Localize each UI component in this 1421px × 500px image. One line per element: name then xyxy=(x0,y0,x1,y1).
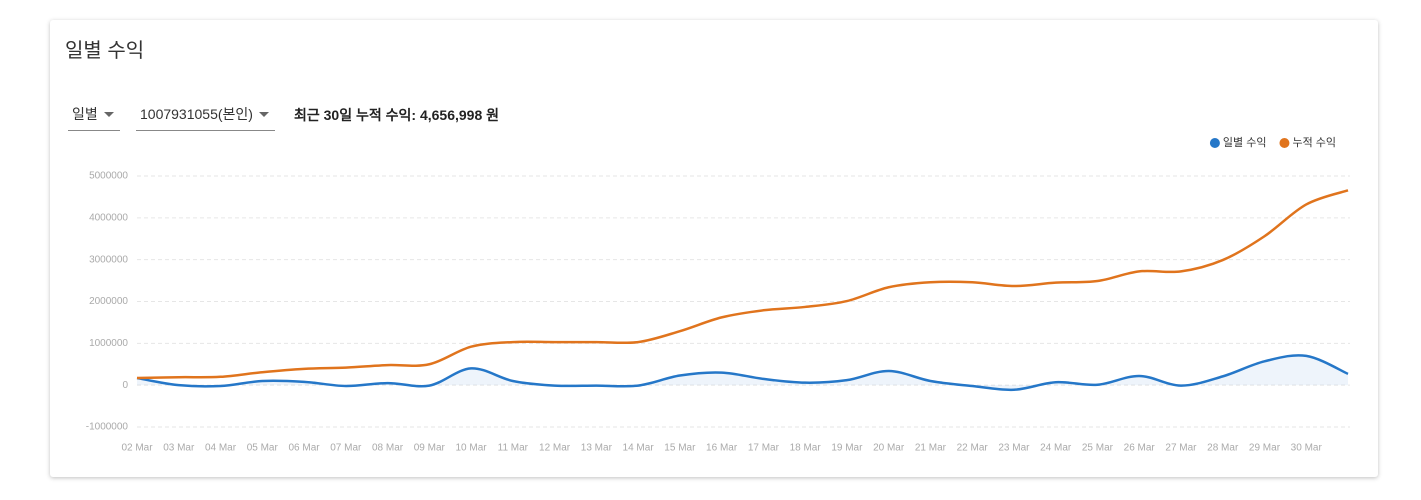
y-tick-label: 0 xyxy=(122,380,128,391)
y-tick-label: 5000000 xyxy=(89,171,128,182)
x-tick-label: 17 Mar xyxy=(748,443,780,454)
x-tick-label: 02 Mar xyxy=(121,443,153,454)
x-tick-label: 19 Mar xyxy=(831,443,863,454)
x-tick-label: 25 Mar xyxy=(1082,443,1114,454)
series-area xyxy=(137,355,1348,390)
x-tick-label: 15 Mar xyxy=(664,443,696,454)
x-tick-label: 16 Mar xyxy=(706,443,738,454)
x-tick-label: 13 Mar xyxy=(581,443,613,454)
x-tick-label: 21 Mar xyxy=(915,443,947,454)
legend-swatch xyxy=(1279,138,1290,148)
series-line xyxy=(136,189,1349,380)
x-tick-label: 12 Mar xyxy=(539,443,571,454)
legend-label: 일별 수익 xyxy=(1223,135,1267,149)
y-tick-label: 4000000 xyxy=(89,212,128,223)
y-tick-label: -1000000 xyxy=(86,422,129,433)
x-tick-label: 24 Mar xyxy=(1040,443,1072,454)
x-tick-label: 27 Mar xyxy=(1165,443,1197,454)
account-dropdown[interactable]: 1007931055(본인) xyxy=(136,104,275,131)
y-tick-label: 2000000 xyxy=(89,296,128,307)
x-tick-label: 07 Mar xyxy=(330,443,362,454)
x-tick-label: 22 Mar xyxy=(957,443,989,454)
x-tick-label: 05 Mar xyxy=(247,443,279,454)
x-tick-label: 08 Mar xyxy=(372,443,404,454)
card: 일별 수익 일별 1007931055(본인) 최근 30일 누적 수익: 4,… xyxy=(50,20,1378,477)
series-line xyxy=(136,354,1349,392)
x-tick-label: 18 Mar xyxy=(790,443,822,454)
x-tick-label: 04 Mar xyxy=(205,443,237,454)
x-tick-label: 14 Mar xyxy=(623,443,655,454)
summary: 최근 30일 누적 수익: 4,656,998 원 xyxy=(294,107,500,123)
x-tick-label: 29 Mar xyxy=(1249,443,1281,454)
x-tick-label: 06 Mar xyxy=(288,443,320,454)
y-tick-label: 1000000 xyxy=(89,338,128,349)
legend-swatch xyxy=(1209,138,1220,148)
x-tick-label: 30 Mar xyxy=(1291,443,1323,454)
x-tick-label: 20 Mar xyxy=(873,443,905,454)
x-tick-label: 26 Mar xyxy=(1124,443,1156,454)
x-tick-label: 09 Mar xyxy=(414,443,446,454)
y-tick-label: 3000000 xyxy=(89,254,128,265)
legend-label: 누적 수익 xyxy=(1292,136,1336,149)
x-tick-label: 10 Mar xyxy=(456,443,488,454)
x-tick-label: 28 Mar xyxy=(1207,443,1239,454)
x-tick-label: 03 Mar xyxy=(163,443,195,454)
card-title: 일별 수익 xyxy=(65,40,145,62)
x-tick-label: 11 Mar xyxy=(498,443,529,454)
period-dropdown[interactable]: 일별 xyxy=(68,104,120,131)
x-tick-label: 23 Mar xyxy=(998,443,1030,454)
